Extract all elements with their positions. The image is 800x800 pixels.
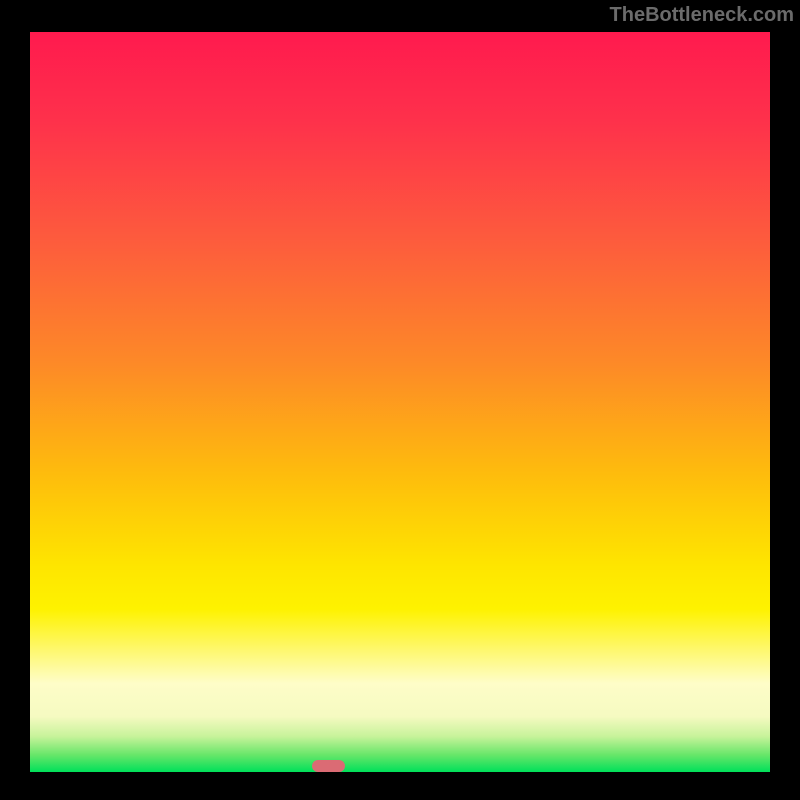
optimal-marker [312, 760, 345, 772]
bottleneck-curve [30, 32, 770, 772]
watermark-text: TheBottleneck.com [610, 4, 794, 27]
